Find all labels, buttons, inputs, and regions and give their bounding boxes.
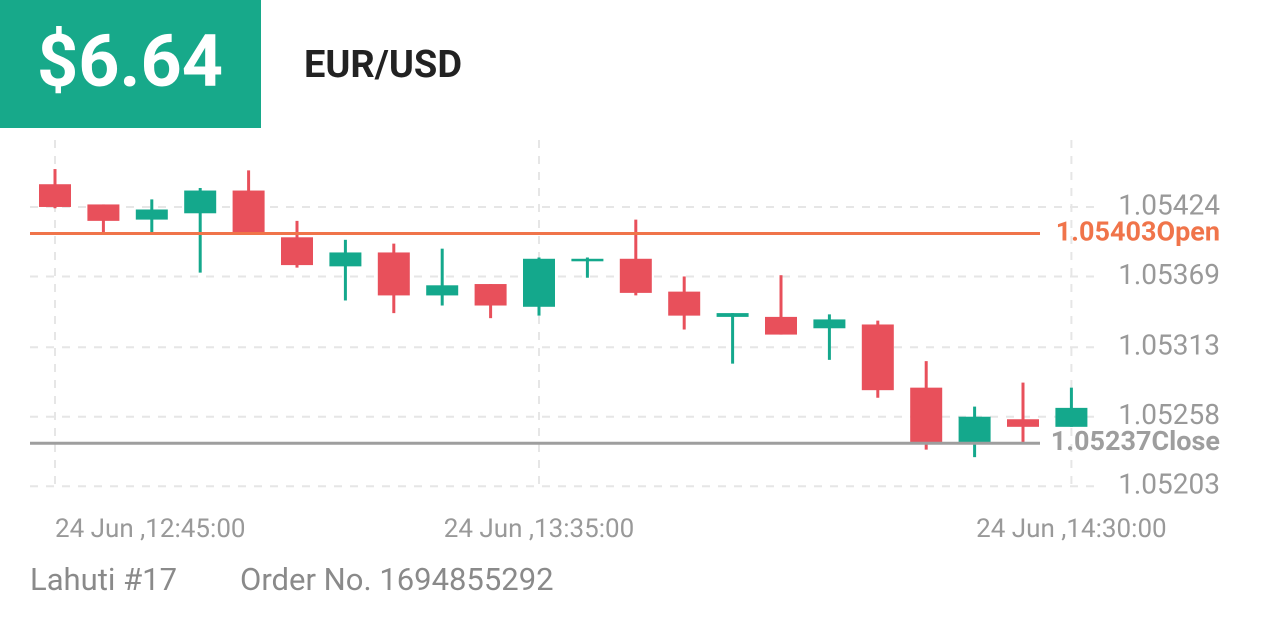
symbol: EUR/USD	[304, 43, 462, 87]
y-tick-label: 1.05313	[1118, 329, 1220, 362]
candle-body	[910, 387, 943, 442]
candle-body	[1007, 419, 1039, 427]
reference-value: 1.05237	[1051, 425, 1152, 457]
candle-body	[135, 209, 168, 220]
reference-value: 1.05403	[1056, 216, 1157, 248]
candle-body	[87, 204, 120, 221]
y-tick-label: 1.05369	[1118, 258, 1220, 291]
candle-body	[958, 416, 991, 442]
y-tick-label: 1.05258	[1118, 398, 1220, 431]
reference-name: Close	[1151, 425, 1220, 457]
candle-body	[716, 313, 749, 317]
candle-body	[765, 316, 797, 335]
candle-body	[571, 258, 604, 262]
candle-body	[329, 252, 362, 267]
candle-body	[39, 184, 71, 207]
x-tick-label: 24 Jun ,13:35:00	[444, 514, 635, 544]
x-tick-label: 24 Jun ,14:30:00	[976, 514, 1167, 544]
chart: 1.05424 1.05369 1.05313 1.05258 1.05203 24 Ju…	[30, 140, 1220, 544]
reference-name: Open	[1156, 216, 1220, 248]
x-tick-label: 24 Jun ,12:45:00	[55, 514, 246, 544]
candle-body	[474, 284, 507, 306]
y-tick-label: 1.05424	[1118, 188, 1220, 221]
candle-body	[184, 190, 217, 214]
candle-body	[1055, 407, 1088, 427]
candle-body	[426, 285, 459, 296]
candle-body	[523, 258, 555, 307]
candle-body	[281, 237, 313, 266]
candle-body	[232, 190, 265, 235]
amount: $6.64	[37, 19, 223, 104]
order-number: Order No. 1694855292	[240, 561, 554, 598]
y-tick-label: 1.05203	[1118, 468, 1220, 501]
reference-label: 1.05237Close	[1051, 425, 1220, 457]
amount-badge	[0, 0, 261, 128]
candle-body	[813, 319, 846, 329]
account: Lahuti #17	[30, 561, 177, 598]
candle-body	[619, 258, 652, 293]
candle-body	[861, 324, 894, 391]
candle-body	[668, 291, 701, 316]
reference-label: 1.05403Open	[1056, 216, 1220, 248]
candle-body	[377, 252, 410, 296]
